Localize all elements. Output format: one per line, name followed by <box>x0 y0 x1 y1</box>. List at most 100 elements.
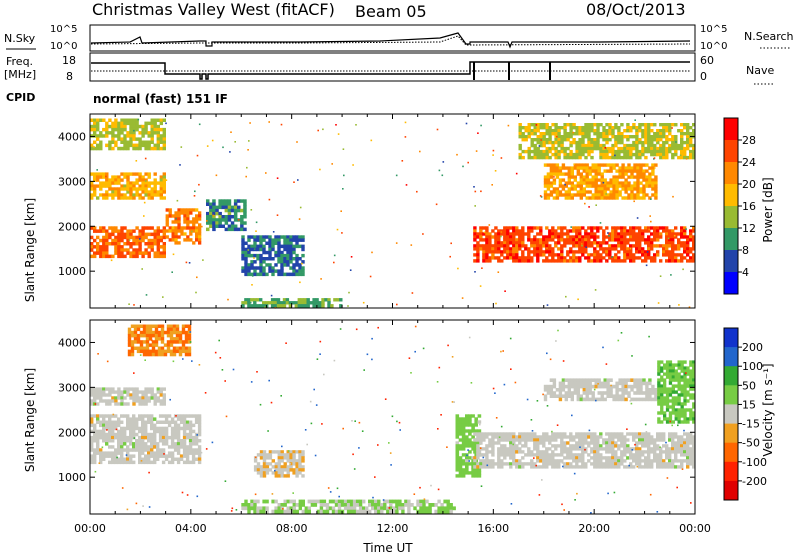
power-cell <box>253 266 257 270</box>
power-cell <box>533 143 537 148</box>
power-cell <box>644 126 648 130</box>
velocity-cell <box>319 503 324 507</box>
power-cell <box>683 250 687 254</box>
power-cell <box>120 226 124 230</box>
velocity-cell <box>599 435 603 439</box>
velocity-cell <box>181 330 186 335</box>
power-cell <box>563 256 567 260</box>
power-cell <box>268 263 272 267</box>
power-cell <box>539 229 543 233</box>
power-cell <box>237 205 241 210</box>
velocity-heatmap <box>90 324 696 514</box>
power-cell <box>280 253 284 258</box>
velocity-cell <box>440 509 444 514</box>
power-cell <box>126 242 130 246</box>
power-cell <box>572 256 576 260</box>
velocity-cell <box>90 387 94 391</box>
power-cell <box>563 152 567 157</box>
velocity-cell <box>671 465 675 469</box>
power-cell <box>485 229 489 233</box>
velocity-cell <box>473 462 477 466</box>
power-cell <box>692 238 696 242</box>
velocity-cell <box>108 445 112 449</box>
power-cell <box>575 235 579 239</box>
power-cell <box>283 238 287 242</box>
velocity-cell <box>548 459 552 463</box>
power-cell <box>156 143 160 148</box>
power-cell <box>488 256 492 260</box>
velocity-cell <box>265 453 270 457</box>
power-cell <box>667 237 670 240</box>
power-cell <box>153 190 157 194</box>
velocity-cell <box>581 432 585 436</box>
power-cell <box>280 235 284 239</box>
power-cell <box>218 218 222 222</box>
velocity-cell <box>130 346 135 350</box>
power-cell <box>539 126 543 130</box>
power-cell <box>665 135 669 139</box>
velocity-cell <box>549 378 554 382</box>
velocity-cell <box>620 432 624 436</box>
power-cell <box>539 250 543 254</box>
power-cell <box>656 149 660 154</box>
velocity-cell <box>671 384 675 388</box>
power-cell <box>206 218 210 222</box>
power-cell <box>552 181 557 185</box>
velocity-cell <box>132 402 136 406</box>
velocity-cell <box>150 423 154 428</box>
velocity-cell <box>178 352 183 357</box>
velocity-cell <box>158 451 163 455</box>
velocity-cell <box>188 460 193 465</box>
velocity-cell <box>161 448 166 452</box>
power-cell <box>620 146 624 151</box>
power-cell <box>683 126 687 130</box>
power-cell <box>99 118 103 122</box>
power-cell <box>539 253 543 257</box>
power-cell <box>590 155 594 160</box>
power-cell <box>301 244 305 249</box>
power-cell <box>692 132 696 136</box>
velocity-cell <box>283 503 287 507</box>
power-cell <box>129 137 133 141</box>
power-cell <box>322 128 324 131</box>
power-cell <box>567 181 571 185</box>
velocity-cell <box>162 387 166 391</box>
power-cell <box>274 269 278 273</box>
velocity-cell <box>474 471 478 475</box>
velocity-cell <box>334 499 339 504</box>
power-cell <box>545 149 549 154</box>
velocity-cell <box>173 448 178 452</box>
velocity-cell <box>632 453 636 457</box>
velocity-cell <box>458 444 463 448</box>
power-cell <box>665 235 669 239</box>
power-cell <box>636 196 640 200</box>
velocity-cell <box>147 448 151 452</box>
velocity-cell <box>158 414 163 418</box>
power-cell <box>585 175 589 179</box>
velocity-cell <box>90 414 94 418</box>
power-cell <box>560 256 564 260</box>
power-cell <box>570 181 574 185</box>
power-cell <box>626 250 630 254</box>
power-cell <box>206 211 210 216</box>
velocity-cell <box>686 369 690 373</box>
velocity-cell <box>93 435 97 440</box>
power-cell <box>108 254 112 259</box>
power-cell <box>635 126 639 130</box>
velocity-cell <box>654 397 658 402</box>
velocity-cell <box>164 432 169 437</box>
power-cell <box>99 226 103 230</box>
velocity-cell <box>197 429 202 434</box>
power-cell <box>218 215 222 219</box>
power-cell <box>530 140 534 145</box>
power-cell <box>150 131 154 135</box>
power-cell <box>244 253 248 258</box>
power-cell <box>96 121 100 126</box>
power-cell <box>438 169 441 172</box>
velocity-cell <box>471 471 475 475</box>
velocity-cell <box>419 509 423 514</box>
velocity-cell <box>136 340 141 344</box>
velocity-cell <box>111 423 115 428</box>
velocity-cell <box>443 499 447 504</box>
power-cell <box>549 172 554 176</box>
